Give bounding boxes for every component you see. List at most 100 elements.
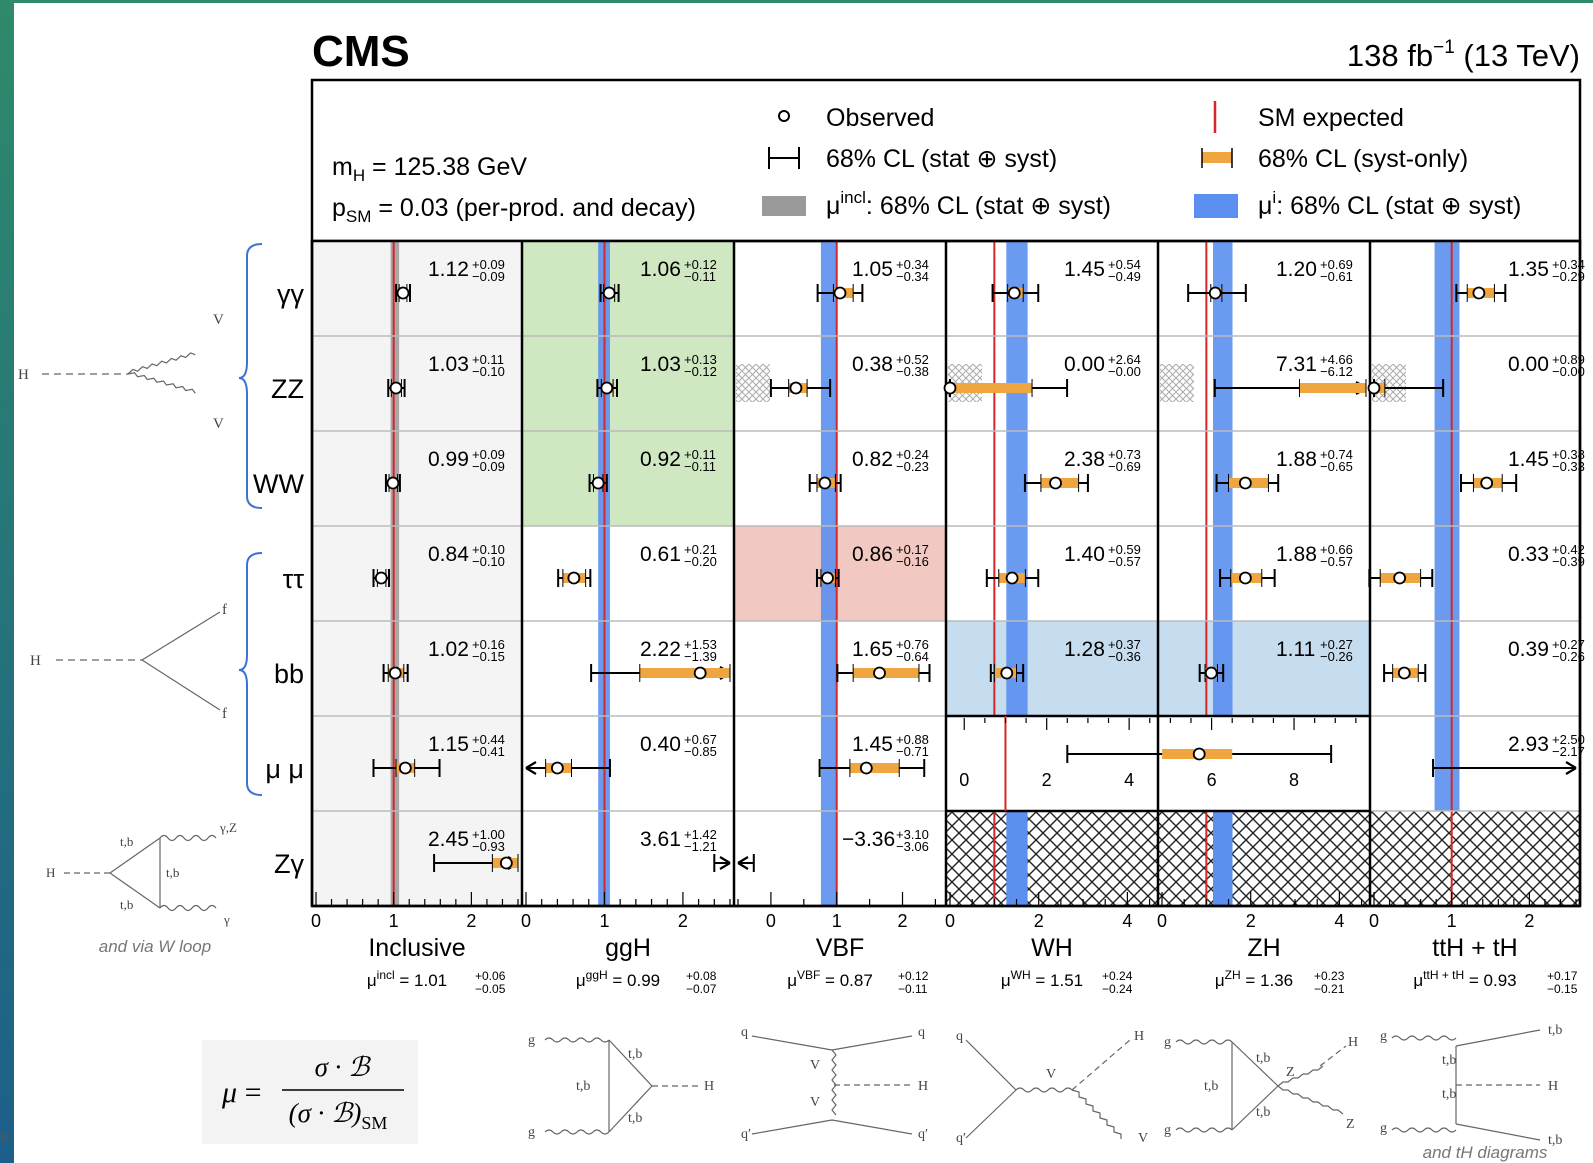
measurement-vbf-r4-value: 1.65 (852, 638, 893, 661)
legend-total-cl-label: 68% CL (stat ⊕ syst) (826, 145, 1057, 173)
measurement-incl-r3-up: +0.10 (472, 542, 505, 557)
measurement-tth-r3-observed-point (1393, 571, 1407, 585)
legend-mui-label: μi: 68% CL (stat ⊕ syst) (1258, 188, 1521, 220)
diag-ff-f2: f (222, 706, 227, 722)
production-label-ggh: ggH (605, 934, 651, 962)
measurement-ggh-r3-up: +0.21 (684, 542, 717, 557)
measurement-tth-r5-value: 2.93 (1508, 733, 1549, 756)
combined-cell-bg-ggh (522, 241, 734, 526)
measurement-vbf-r5-up: +0.88 (896, 732, 929, 747)
measurement-vbf-r5-observed-point (859, 761, 873, 775)
measurement-incl-r3-dn: −0.10 (472, 554, 505, 569)
measurement-zh-r0-dn: −0.61 (1320, 269, 1353, 284)
diag-zg-tb2: t,b (166, 865, 179, 880)
mu-summary-up-tth: +0.17 (1547, 969, 1578, 983)
diag-ff-h: H (30, 653, 41, 669)
measurement-tth-r1-observed-point (1367, 381, 1381, 395)
measurement-vbf-r0-up: +0.34 (896, 257, 929, 272)
measurement-vbf-r1-value: 0.38 (852, 353, 893, 376)
measurement-ggh-r2-dn: −0.11 (684, 459, 716, 474)
measurement-wh-r3-value: 1.40 (1064, 543, 1105, 566)
mu-summary-vbf: μVBF = 0.87 (787, 968, 873, 990)
measurement-tth-r1-dn: −0.00 (1552, 364, 1585, 379)
measurement-tth-r0-observed-point (1472, 286, 1486, 300)
diag-zg-caption: and via W loop (99, 937, 211, 956)
measurement-zh-r4-value: 1.11 (1276, 638, 1315, 661)
measurement-vbf-r3-up: +0.17 (896, 542, 929, 557)
measurement-wh-r2-value: 2.38 (1064, 448, 1105, 471)
diag-tth-g1: g (1380, 1029, 1387, 1044)
missing-cell (946, 811, 1158, 906)
x-tick-label-ggh: 1 (599, 911, 609, 931)
measurement-tth-r0-dn: −0.29 (1552, 269, 1585, 284)
measurement-zh-r1-value: 7.31 (1276, 353, 1317, 376)
production-label-tth: ttH + tH (1432, 934, 1517, 962)
measurement-vbf-r1-negative-region (736, 364, 770, 402)
mu-summary-up-vbf: +0.12 (898, 969, 929, 983)
diag-tth-t1: t,b (1548, 1023, 1562, 1038)
production-label-vbf: VBF (816, 934, 865, 962)
diag-zh-tb3: t,b (1256, 1105, 1270, 1120)
vh-mumu-tick-label: 4 (1124, 770, 1134, 790)
measurement-incl-r1-dn: −0.10 (472, 364, 505, 379)
measurement-ggh-r6-dn: −1.21 (684, 839, 717, 854)
measurement-zh-r0-observed-point (1208, 286, 1222, 300)
slide-accent-bar (0, 0, 14, 1163)
measurement-wh-r0-value: 1.45 (1064, 258, 1105, 281)
x-tick-label-vbf: 1 (832, 911, 842, 931)
mh-label: mH = 125.38 GeV (332, 153, 527, 185)
measurement-wh-r0-observed-point (1007, 286, 1021, 300)
measurement-incl-r0-dn: −0.09 (472, 269, 505, 284)
diag-vv-v1: V (213, 312, 224, 328)
vh-mumu-observed-point (1192, 747, 1206, 761)
mu-band-incl-0 (390, 241, 400, 906)
mu-band-wh-zgam (1006, 811, 1028, 906)
x-tick-label-wh: 0 (945, 911, 955, 931)
missing-cell (1370, 811, 1580, 906)
measurement-incl-r3-observed-point (374, 571, 388, 585)
measurement-incl-r3-value: 0.84 (428, 543, 469, 566)
measurement-tth-r4-value: 0.39 (1508, 638, 1549, 661)
diag-zg-out2: γ (223, 912, 230, 927)
measurement-incl-r5-up: +0.44 (472, 732, 505, 747)
measurement-zh-r3-observed-point (1238, 571, 1252, 585)
measurement-wh-r4-dn: −0.36 (1108, 649, 1141, 664)
measurement-tth-r5-up: +2.50 (1552, 732, 1585, 747)
diag-zh-h: H (1348, 1035, 1358, 1050)
measurement-ggh-r5-dn: −0.85 (684, 744, 717, 759)
measurement-vbf-r4-observed-point (873, 666, 886, 680)
measurement-incl-r6-observed-point (499, 856, 513, 870)
measurement-ggh-r6-arrow-hi (719, 856, 731, 870)
measurement-vbf-r5-value: 1.45 (852, 733, 893, 756)
diag-wh-q1: q (956, 1029, 963, 1044)
formula-box (202, 1040, 418, 1144)
measurement-ggh-r6-up: +1.42 (684, 827, 717, 842)
measurement-tth-r4-observed-point (1397, 666, 1411, 680)
formula-denominator: (σ · ℬ)SM (289, 1098, 388, 1133)
measurement-zh-r4-up: +0.27 (1320, 637, 1353, 652)
legend-observed-label: Observed (826, 104, 934, 132)
diag-zg-tb3: t,b (120, 897, 133, 912)
decay-label-ww: WW (253, 469, 304, 499)
measurement-ggh-r2-up: +0.11 (684, 447, 716, 462)
measurement-zh-r2-dn: −0.65 (1320, 459, 1353, 474)
measurement-tth-r2-dn: −0.33 (1552, 459, 1585, 474)
measurement-wh-r4-value: 1.28 (1064, 638, 1105, 661)
measurement-ggh-r4-observed-point (693, 666, 707, 680)
measurement-ggh-r6-value: 3.61 (640, 828, 681, 851)
legend-incl-band-swatch (762, 196, 806, 216)
diag-ff-f1: f (222, 602, 227, 618)
production-label-incl: Inclusive (368, 934, 465, 962)
measurement-zh-r1-up: +4.66 (1320, 352, 1353, 367)
measurement-vbf-r3-value: 0.86 (852, 543, 893, 566)
diagram-h-zgam (64, 834, 217, 912)
legend-prod-band-swatch (1194, 194, 1238, 218)
mu-band-zh-zgam (1213, 811, 1233, 906)
measurement-vbf-r0-observed-point (833, 286, 847, 300)
diag-vbf-q3: q′ (741, 1127, 751, 1142)
diag-zh-g2: g (1164, 1123, 1171, 1138)
production-label-wh: WH (1031, 934, 1073, 962)
diag-zg-tb1: t,b (120, 834, 133, 849)
measurement-incl-r5-value: 1.15 (428, 733, 469, 756)
measurement-vbf-r2-observed-point (818, 476, 832, 490)
